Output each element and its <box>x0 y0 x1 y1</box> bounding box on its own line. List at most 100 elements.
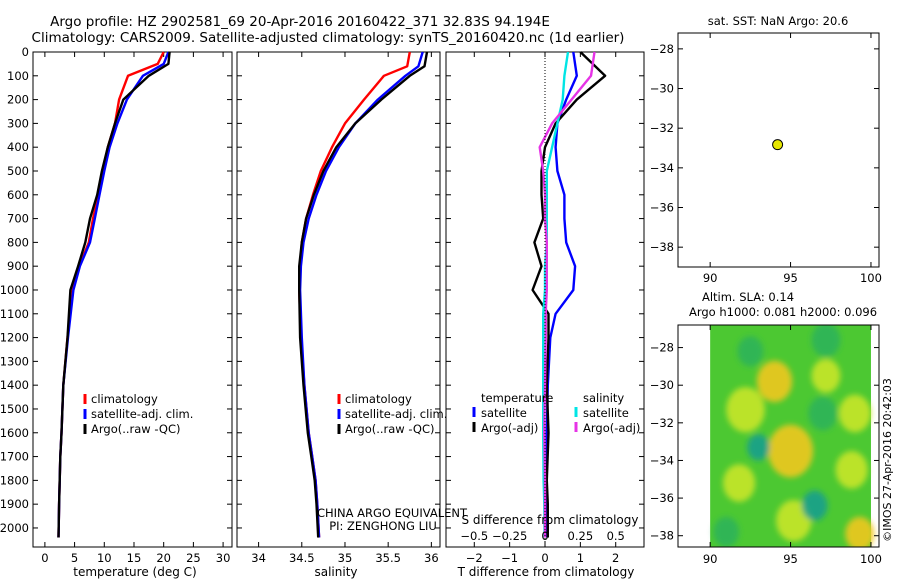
x-tick-label: 30 <box>216 551 231 565</box>
x-tick-label: 0 <box>41 551 48 565</box>
legend-label: Argo(-adj) <box>481 421 538 435</box>
legend-label: satellite-adj. clim. <box>91 407 193 421</box>
series-line <box>57 51 171 538</box>
argo-location-marker <box>772 139 784 151</box>
y-tick-label: −36 <box>650 201 674 215</box>
location-title: sat. SST: NaN Argo: 20.6 <box>708 14 849 28</box>
header-line-1: Argo profile: HZ 2902581_69 20-Apr-2016 … <box>50 14 550 30</box>
legend-heading: salinity <box>583 391 624 405</box>
x-tick-label: 5 <box>71 551 78 565</box>
plot-frame <box>236 51 441 548</box>
legend-label: climatology <box>91 392 158 406</box>
y-tick-label: 1500 <box>0 402 29 416</box>
heatmap-blobs <box>713 325 875 547</box>
legend-label: Argo(-adj) <box>583 421 640 435</box>
legend-label: climatology <box>345 392 412 406</box>
heatmap-blob <box>838 394 871 433</box>
legend-label: Argo(..raw -QC) <box>345 422 435 436</box>
x-tick-label: 100 <box>860 271 882 285</box>
x-tick-label: 10 <box>97 551 112 565</box>
y-tick-label: −34 <box>650 453 674 467</box>
y-tick-label: 1200 <box>0 331 29 345</box>
legend-label: satellite <box>481 406 527 420</box>
heatmap-blob <box>801 490 828 521</box>
y-tick-label: 2000 <box>0 521 29 535</box>
x-tick-label: 90 <box>703 271 718 285</box>
salinity-xlabel: salinity <box>314 565 357 579</box>
x-tick-label: 0 <box>541 551 548 565</box>
heatmap-blob <box>737 336 764 367</box>
y-tick-label: 300 <box>7 116 29 130</box>
x-tick-label-top: 0.5 <box>607 529 625 543</box>
y-tick-label: 1100 <box>0 307 29 321</box>
y-tick-label: 900 <box>7 259 29 273</box>
x-tick-label: 2 <box>612 551 619 565</box>
heatmap-blob <box>845 516 875 547</box>
x-tick-label: 34 <box>251 551 266 565</box>
series-line <box>298 51 429 538</box>
x-tick-label: 20 <box>156 551 171 565</box>
heatmap-blob <box>811 325 841 357</box>
x-tick-label: 1 <box>577 551 584 565</box>
y-tick-label: −38 <box>650 240 674 254</box>
y-tick-label: −28 <box>650 341 674 355</box>
x-tick-label: 34.5 <box>289 551 315 565</box>
heatmap-blob <box>723 464 756 502</box>
y-tick-label: 1400 <box>0 378 29 392</box>
temperature-panel: 0100200300400500600700800900100011001200… <box>0 45 233 565</box>
sla-title-line-2: Argo h1000: 0.081 h2000: 0.096 <box>689 305 877 319</box>
x-tick-label: 35 <box>338 551 353 565</box>
header-line-2: Climatology: CARS2009. Satellite-adjuste… <box>32 30 625 46</box>
x-tick-label: 90 <box>703 552 718 566</box>
x-tick-label: −2 <box>466 551 483 565</box>
y-tick-label: 1800 <box>0 473 29 487</box>
legend-label: satellite <box>583 406 629 420</box>
plot-frame <box>32 51 233 548</box>
x-tick-label-top: −0.25 <box>492 529 527 543</box>
annotation-line-1: CHINA ARGO EQUIVALENT <box>317 506 468 520</box>
y-tick-label: 100 <box>7 69 29 83</box>
annotation-line-2: PI: ZENGHONG LIU <box>329 519 437 533</box>
heatmap-field <box>710 325 875 547</box>
difference-xlabel: T difference from climatology <box>457 565 635 579</box>
heatmap-blob <box>747 434 770 461</box>
y-tick-label: −32 <box>650 416 674 430</box>
heatmap-blob <box>726 387 765 433</box>
sla-panel: 90 95 100 −28 −30 −32 −34 −36 −38 <box>650 324 882 566</box>
y-tick-label: −32 <box>650 121 674 135</box>
y-tick-label: 600 <box>7 188 29 202</box>
x-tick-label-top: 0.25 <box>568 529 594 543</box>
heatmap-blob <box>756 360 793 403</box>
y-tick-label: −30 <box>650 378 674 392</box>
y-tick-label: 1900 <box>0 497 29 511</box>
heatmap-blob <box>835 451 868 489</box>
y-tick-label: 0 <box>22 45 29 59</box>
temperature-xlabel: temperature (deg C) <box>73 565 196 579</box>
y-tick-label: 400 <box>7 140 29 154</box>
y-tick-label: 200 <box>7 93 29 107</box>
y-tick-label: −30 <box>650 82 674 96</box>
series-line <box>538 51 596 538</box>
y-tick-label: −38 <box>650 529 674 543</box>
location-panel: 90 95 100 −28 −30 −32 −34 −36 −38 <box>650 32 882 285</box>
heatmap-blob <box>713 516 740 547</box>
y-tick-label: −28 <box>650 42 674 56</box>
legend-label: satellite-adj. clim. <box>345 407 447 421</box>
y-tick-label: 800 <box>7 235 29 249</box>
salinity-panel: 34 34.5 35 35.5 36 climatologysatellite-adj. … <box>236 51 447 565</box>
heatmap-blob <box>808 396 838 431</box>
y-tick-label: 1600 <box>0 426 29 440</box>
legend-heading: temperature <box>481 391 553 405</box>
difference-xlabel-top: S difference from climatology <box>462 513 639 527</box>
legend-label: Argo(..raw -QC) <box>91 422 181 436</box>
y-tick-label: 1300 <box>0 354 29 368</box>
x-tick-label: 95 <box>783 552 798 566</box>
heatmap-blob <box>811 358 841 393</box>
heatmap-frame <box>677 324 880 548</box>
sla-title-line-1: Altim. SLA: 0.14 <box>702 290 794 304</box>
difference-panel: −2 −1 0 1 2 −0.5 −0.25 0 0.25 0.5 temperature salin… <box>445 51 645 565</box>
x-tick-label: 95 <box>783 271 798 285</box>
heatmap-blob <box>768 424 814 478</box>
x-tick-label: 35.5 <box>375 551 401 565</box>
